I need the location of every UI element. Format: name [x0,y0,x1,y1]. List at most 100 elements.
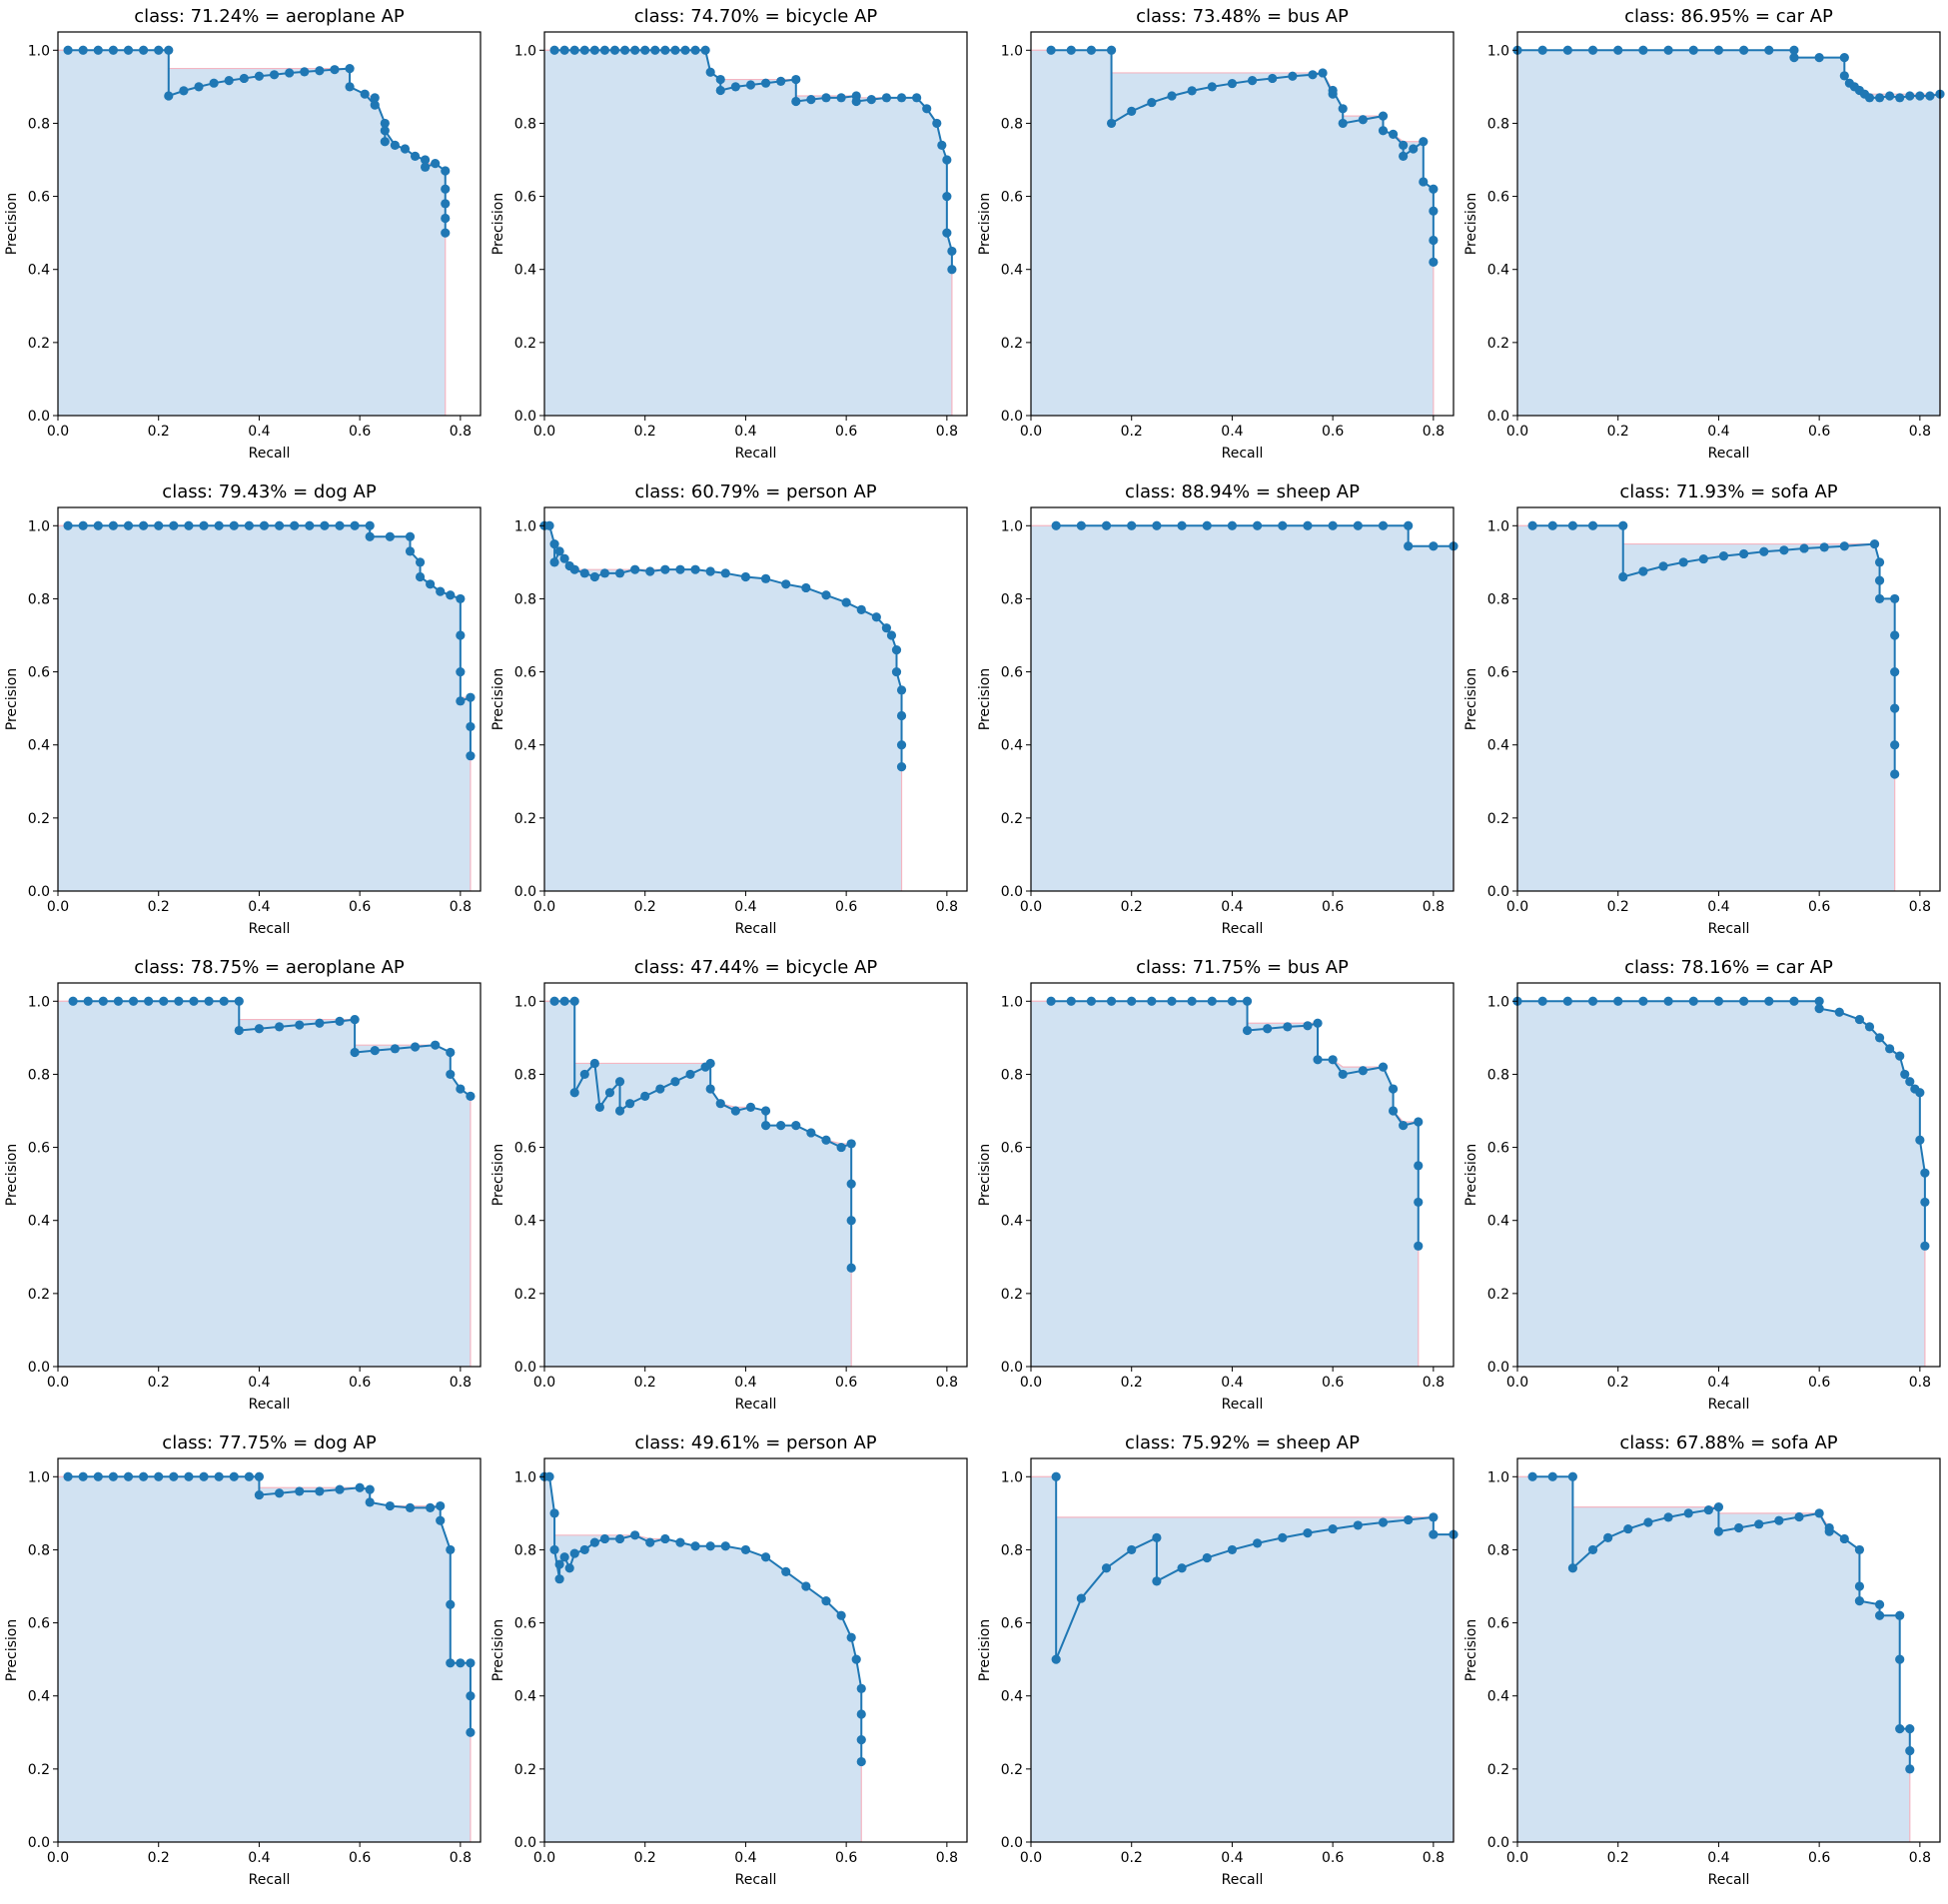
pr-point [315,1018,325,1028]
pr-point [630,45,640,55]
x-tick-label: 0.0 [47,424,69,440]
chart-title: class: 86.95% = car AP [1624,6,1833,27]
x-tick-label: 0.0 [533,424,555,440]
pr-point [254,1489,265,1500]
pr-point [1152,1532,1162,1542]
pr-point [1051,1471,1061,1481]
y-tick-label: 0.8 [1487,1067,1509,1083]
pr-point [589,45,599,55]
y-tick-label: 1.0 [28,518,50,534]
y-tick-label: 1.0 [1001,994,1023,1010]
pr-point [1338,1069,1348,1080]
pr-point [1900,1069,1910,1080]
pr-point [690,564,700,574]
y-tick-label: 0.2 [1487,336,1509,352]
pr-point [1378,520,1389,530]
pr-point [446,1544,456,1555]
pr-point [315,1486,325,1496]
pr-point [234,1025,244,1036]
pr-chart: 0.0 0.2 0.4 0.6 0.8 0.0 0.2 0.4 0.6 0.8 1.0 class: … [490,1432,968,1888]
pr-point [614,568,625,578]
ap-area [1517,50,1940,417]
y-tick-label: 0.6 [1487,190,1509,206]
pr-point [1328,520,1338,530]
pr-point [350,1047,360,1058]
pr-point [1874,1033,1885,1043]
pr-point [1874,575,1885,585]
pr-point [1263,1024,1273,1034]
pr-point [1915,1088,1925,1098]
x-tick-label: 0.2 [1121,424,1143,440]
y-tick-label: 0.8 [1001,116,1023,132]
pr-point [660,1533,670,1544]
pr-point [385,1500,395,1511]
y-tick-label: 0.2 [514,811,536,827]
x-tick-label: 0.2 [634,899,656,915]
pr-point [1905,91,1915,101]
y-tick-label: 0.0 [28,1360,50,1376]
y-tick-label: 0.0 [1487,1835,1509,1851]
pr-point [1207,996,1217,1006]
x-axis-label: Recall [1222,1872,1264,1888]
pr-point [1638,996,1648,1006]
pr-point [345,82,355,92]
pr-point [1905,1077,1915,1087]
ap-area [1517,1001,1925,1367]
pr-point [139,1471,149,1481]
y-tick-label: 0.4 [514,1689,536,1705]
pr-point [1388,129,1399,139]
pr-point [244,520,254,530]
pr-point [896,710,907,721]
pr-point [881,93,892,103]
pr-point [569,1548,579,1558]
pr-point [1207,82,1217,92]
y-tick-label: 0.2 [28,811,50,827]
pr-point [1759,546,1769,556]
axes-frame [543,506,968,892]
pr-point [1839,541,1849,551]
y-tick-label: 0.8 [1001,591,1023,607]
y-tick-label: 0.2 [1487,811,1509,827]
pr-point [1874,93,1885,103]
pr-point [436,1515,446,1525]
pr-point [675,1537,685,1547]
pr-point [1754,1519,1764,1529]
axes-frame [543,31,968,417]
pr-chart: 0.0 0.2 0.4 0.6 0.8 0.0 0.2 0.4 0.6 0.8 1.0 class: … [4,481,482,937]
x-tick-label: 0.6 [1322,1850,1344,1866]
y-axis-label: Precision [1463,668,1479,730]
pr-point [415,557,426,567]
pr-point [1328,1523,1338,1534]
y-tick-label: 0.2 [28,1762,50,1778]
pr-point [1587,996,1598,1006]
y-tick-label: 0.2 [514,1287,536,1303]
pr-point [1739,45,1749,55]
pr-point [806,95,816,105]
pr-point [229,520,239,530]
pr-point [1051,520,1061,530]
pr-point [1688,45,1698,55]
pr-point [466,721,476,732]
pr-point [405,1502,416,1512]
pr-point [365,1497,375,1507]
pr-point [700,45,710,55]
pr-point [680,45,690,55]
pr-chart: 0.0 0.2 0.4 0.6 0.8 0.0 0.2 0.4 0.6 0.8 1.0 class: … [1463,6,1945,462]
pr-point [836,93,846,103]
pr-point [1713,996,1724,1006]
pr-point [1854,1581,1865,1591]
y-tick-label: 1.0 [514,994,536,1010]
y-tick-label: 0.6 [514,665,536,681]
pr-point [1799,543,1809,553]
pr-point [579,568,589,578]
pr-point [856,604,866,614]
pr-point [214,1471,224,1481]
pr-point [937,140,947,150]
pr-point [781,579,791,589]
pr-point [123,1471,134,1481]
chart-title: class: 71.75% = bus AP [1136,957,1349,978]
pr-point [715,1099,725,1109]
pr-point [1051,1654,1061,1664]
y-axis-label: Precision [1463,1619,1479,1681]
